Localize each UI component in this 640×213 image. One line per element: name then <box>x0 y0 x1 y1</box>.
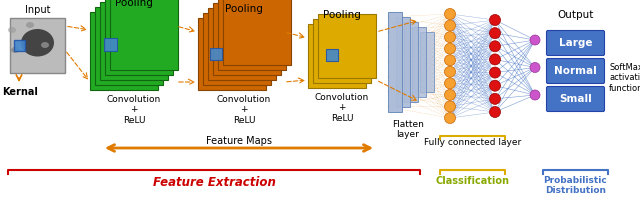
Circle shape <box>490 28 500 39</box>
Bar <box>318 14 376 78</box>
Bar <box>396 17 410 107</box>
Text: Feature Maps: Feature Maps <box>206 136 272 146</box>
FancyBboxPatch shape <box>547 30 605 56</box>
Circle shape <box>490 54 500 65</box>
Text: Output: Output <box>557 10 594 20</box>
Text: Kernal: Kernal <box>2 87 38 97</box>
Bar <box>104 38 117 51</box>
Bar <box>210 48 222 60</box>
Bar <box>10 18 65 73</box>
Bar <box>100 2 168 80</box>
Bar <box>14 40 25 51</box>
Circle shape <box>490 41 500 52</box>
Circle shape <box>445 20 456 31</box>
Circle shape <box>445 112 456 124</box>
Bar <box>326 49 338 61</box>
Text: Input: Input <box>25 5 51 15</box>
Circle shape <box>490 14 500 26</box>
Bar <box>90 12 158 90</box>
Circle shape <box>445 55 456 66</box>
Circle shape <box>445 78 456 89</box>
Bar <box>313 19 371 83</box>
Text: Pooling: Pooling <box>225 4 263 14</box>
Text: Convolution
+
ReLU: Convolution + ReLU <box>217 95 271 125</box>
Text: Convolution
+
ReLU: Convolution + ReLU <box>315 93 369 123</box>
Bar <box>223 0 291 65</box>
Bar <box>110 0 178 70</box>
Ellipse shape <box>11 47 19 53</box>
Circle shape <box>490 106 500 118</box>
Bar <box>412 27 426 97</box>
Ellipse shape <box>21 29 54 56</box>
Ellipse shape <box>8 27 16 33</box>
Ellipse shape <box>26 22 34 28</box>
Text: Pooling: Pooling <box>115 0 153 8</box>
Text: Probabilistic
Distribution: Probabilistic Distribution <box>543 176 607 195</box>
Circle shape <box>490 67 500 78</box>
Text: Feature Extraction: Feature Extraction <box>152 176 275 189</box>
Bar <box>388 12 402 112</box>
Text: Small: Small <box>559 94 592 104</box>
Bar <box>218 0 286 70</box>
Ellipse shape <box>41 42 49 48</box>
Circle shape <box>530 35 540 45</box>
Bar <box>208 8 276 80</box>
Bar <box>308 24 366 88</box>
Bar <box>404 22 418 102</box>
Text: Flatten
layer: Flatten layer <box>392 120 424 139</box>
Text: Classification: Classification <box>435 176 509 186</box>
Circle shape <box>445 101 456 112</box>
Text: Pooling: Pooling <box>323 10 361 20</box>
Text: Convolution
+
ReLU: Convolution + ReLU <box>107 95 161 125</box>
Text: Large: Large <box>559 38 592 48</box>
Circle shape <box>530 90 540 100</box>
Circle shape <box>490 80 500 91</box>
FancyBboxPatch shape <box>547 86 605 111</box>
Circle shape <box>445 43 456 54</box>
Circle shape <box>445 32 456 43</box>
FancyBboxPatch shape <box>547 59 605 83</box>
Circle shape <box>490 93 500 104</box>
Bar <box>105 0 173 75</box>
Text: Normal: Normal <box>554 66 597 76</box>
Circle shape <box>445 9 456 20</box>
Text: Fully connected layer: Fully connected layer <box>424 138 521 147</box>
Circle shape <box>445 89 456 100</box>
Bar <box>203 13 271 85</box>
Bar <box>420 32 434 92</box>
Bar <box>213 3 281 75</box>
Circle shape <box>445 66 456 77</box>
Text: SoftMax
activation
function: SoftMax activation function <box>609 63 640 93</box>
Bar <box>198 18 266 90</box>
Bar <box>95 7 163 85</box>
Circle shape <box>530 62 540 72</box>
